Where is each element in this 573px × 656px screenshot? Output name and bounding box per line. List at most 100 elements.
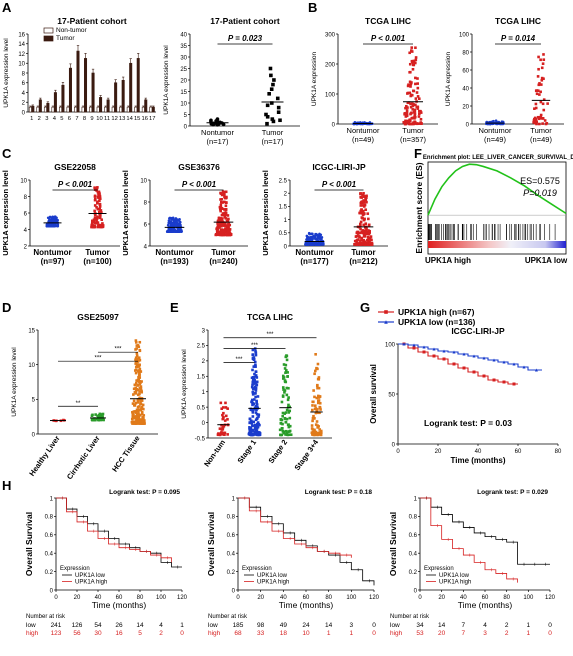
data-point	[255, 399, 258, 403]
legend-swatch	[43, 27, 54, 34]
data-point	[367, 239, 370, 242]
series-upk1a-high-n-67-	[398, 342, 518, 386]
y-tick-label: 100	[325, 92, 336, 98]
bar-tumor	[129, 62, 133, 113]
category-label: 12	[111, 116, 117, 122]
risk-value: 7	[462, 622, 466, 629]
risk-value: 4	[483, 622, 487, 629]
data-point	[411, 67, 415, 71]
x-tick-label: 60	[515, 449, 522, 455]
y-axis-label: Overall survival	[369, 364, 378, 424]
risk-value: 0	[548, 622, 552, 629]
data-point	[318, 431, 322, 434]
y-tick-label: 1.5	[279, 205, 288, 211]
risk-table-title: Number at risk	[390, 614, 430, 620]
data-point	[250, 421, 253, 425]
data-point	[254, 386, 258, 390]
data-point	[101, 222, 104, 225]
data-point	[312, 389, 315, 392]
data-point	[265, 121, 269, 126]
data-point	[280, 427, 284, 430]
data-point	[316, 362, 320, 366]
data-point	[178, 220, 182, 224]
data-point	[269, 73, 273, 78]
data-point	[317, 394, 320, 398]
x-tick-label: 0	[236, 595, 240, 601]
data-point	[258, 423, 261, 427]
series-upk1a-high	[238, 496, 352, 558]
data-point	[250, 398, 254, 402]
category-label: Tumor	[351, 248, 375, 257]
data-point	[414, 46, 417, 50]
bar-non-tumor	[119, 106, 123, 113]
group-nontumor: Nontumor(n=177)	[295, 231, 334, 266]
data-point	[254, 404, 258, 408]
data-point	[534, 102, 538, 106]
data-point	[254, 351, 258, 354]
ranking-bar	[428, 241, 566, 248]
data-point	[249, 426, 253, 430]
risk-value: 7	[462, 630, 466, 637]
risk-row-label: low	[208, 622, 218, 629]
y-tick-label: 40	[462, 86, 469, 92]
risk-value: 241	[51, 622, 62, 629]
data-point	[221, 190, 225, 193]
data-point	[355, 239, 359, 242]
data-point	[319, 429, 323, 433]
data-point	[134, 365, 138, 369]
data-point	[138, 349, 142, 353]
group-tumor: Tumor(n=49)	[530, 53, 552, 144]
risk-value: 14	[136, 622, 144, 629]
data-point	[536, 115, 540, 119]
bar-tumor	[136, 58, 140, 113]
data-point	[533, 117, 536, 121]
y-axis-label: UPK1A expression level	[1, 170, 10, 256]
data-point	[220, 193, 224, 197]
data-point	[287, 411, 291, 414]
y-tick-label: 0	[232, 588, 236, 594]
data-point	[226, 418, 229, 421]
data-point	[135, 363, 139, 367]
bar-non-tumor	[28, 106, 32, 113]
y-tick-label: 35	[180, 44, 187, 50]
category-label: Stage 1	[235, 438, 258, 465]
data-point	[312, 400, 315, 404]
data-point	[285, 393, 289, 397]
data-point	[219, 219, 223, 222]
data-point	[102, 418, 105, 422]
group-nontumor: Nontumor(n=49)	[347, 121, 380, 144]
category-label: Tumor	[262, 128, 284, 137]
category-count: (n=17)	[207, 137, 229, 146]
category-count: (n=177)	[300, 257, 329, 266]
data-point	[360, 239, 363, 242]
data-point	[359, 192, 362, 195]
data-point	[502, 380, 506, 384]
y-tick-label: 4	[24, 228, 28, 234]
data-point	[251, 411, 255, 414]
data-point	[286, 371, 289, 374]
data-point	[138, 380, 142, 383]
data-point	[472, 354, 476, 358]
data-point	[414, 76, 417, 80]
data-point	[309, 232, 313, 236]
data-point	[254, 349, 257, 353]
data-point	[136, 399, 140, 402]
survival-line	[238, 497, 352, 558]
bar-tumor	[84, 58, 88, 113]
data-point	[171, 228, 174, 231]
chart-b2: 0 20 40 60 80 100 TCGA LIHC UPK1A expression Non…	[445, 16, 564, 144]
y-tick-label: 10	[28, 363, 35, 369]
data-point	[251, 383, 254, 387]
data-point	[133, 391, 137, 394]
category-label: HCC Tissue	[110, 434, 141, 474]
data-point	[94, 413, 97, 416]
panel-label-e: E	[170, 300, 179, 315]
data-point	[359, 241, 363, 245]
data-point	[218, 230, 221, 233]
data-point	[53, 224, 56, 227]
data-point	[93, 204, 97, 207]
data-point	[539, 113, 543, 117]
data-point	[139, 402, 142, 406]
data-point	[311, 408, 314, 412]
